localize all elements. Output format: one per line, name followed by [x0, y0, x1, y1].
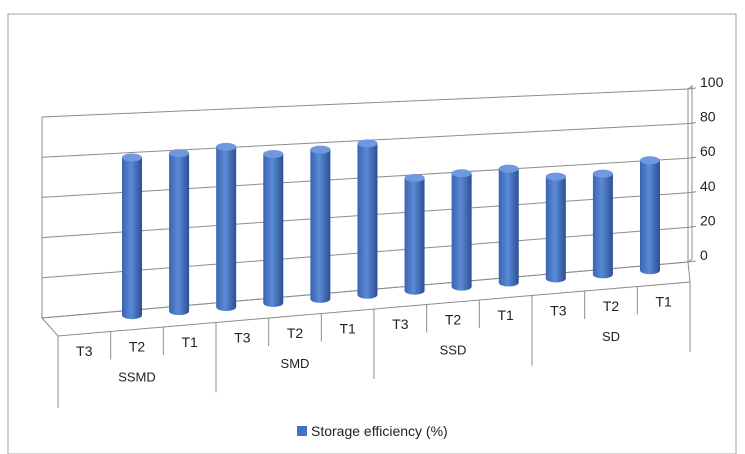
- bar-top: [169, 149, 190, 158]
- y-tick-label: 80: [700, 109, 716, 125]
- bar-t3-ssmd: [122, 153, 142, 320]
- category-label: T1: [655, 293, 672, 309]
- y-tick-label: 40: [700, 178, 716, 194]
- bar-top: [451, 169, 472, 178]
- y-tick-mark: [687, 156, 697, 159]
- y-tick-mark: [687, 87, 697, 90]
- group-label: SSD: [440, 342, 467, 357]
- bar-t1-ssd: [498, 164, 519, 287]
- category-label: T2: [287, 325, 304, 341]
- y-tick-label: 60: [700, 143, 716, 159]
- bar-t2-smd: [310, 145, 331, 303]
- bar-body: [404, 177, 425, 295]
- group-label: SMD: [281, 356, 310, 371]
- y-tick-mark: [687, 225, 697, 228]
- category-label: T3: [392, 316, 409, 332]
- legend-swatch: [297, 426, 307, 436]
- bars: [122, 139, 660, 320]
- bar-top: [592, 169, 613, 178]
- category-label: T3: [234, 329, 251, 345]
- bar-t2-ssmd: [169, 149, 190, 316]
- bar-t3-ssd: [404, 173, 425, 295]
- bar-body: [122, 157, 142, 320]
- y-tick-label: 0: [700, 247, 708, 263]
- bar-body: [310, 149, 331, 303]
- legend-label: Storage efficiency (%): [311, 423, 448, 439]
- bar-body: [545, 176, 566, 283]
- bar-top: [263, 149, 284, 158]
- bar-t1-smd: [357, 139, 378, 299]
- category-label: T3: [76, 343, 93, 359]
- category-label: T1: [339, 320, 356, 336]
- category-label: T1: [497, 307, 514, 323]
- bar-t2-sd: [592, 169, 613, 279]
- category-label: T2: [445, 311, 462, 327]
- back-wall: [41, 85, 693, 318]
- bar-t2-ssd: [451, 169, 472, 291]
- y-tick-label: 20: [700, 212, 716, 228]
- legend: Storage efficiency (%): [297, 423, 448, 439]
- y-tick-mark: [687, 122, 697, 125]
- bar-body: [640, 160, 660, 275]
- bar-t3-sd: [545, 172, 566, 283]
- bar-top: [640, 156, 660, 165]
- bar-t3-smd: [263, 149, 284, 307]
- bar-top: [498, 164, 519, 173]
- bar-top: [545, 172, 566, 181]
- bar-body: [263, 153, 284, 307]
- bar-body: [592, 173, 613, 279]
- bar-t1-sd: [640, 156, 660, 275]
- bar-body: [357, 143, 378, 299]
- bar-body: [498, 168, 519, 287]
- bar-body: [216, 146, 237, 312]
- group-label: SSMD: [118, 369, 156, 384]
- bar-top: [122, 153, 142, 162]
- y-tick-label: 100: [700, 74, 724, 90]
- category-label: T1: [181, 334, 198, 350]
- y-tick-mark: [687, 191, 697, 194]
- bar-top: [216, 142, 237, 151]
- category-label: T2: [129, 338, 146, 354]
- category-label: T3: [550, 302, 567, 318]
- category-label: T2: [603, 298, 620, 314]
- chart-area-border: [7, 13, 737, 454]
- bar-top: [310, 145, 331, 154]
- bar-t1-ssmd: [216, 142, 237, 312]
- bar-top: [357, 139, 378, 148]
- y-axis: 0 20 40 60 80 100: [687, 74, 724, 263]
- side-wall-outline: [687, 85, 693, 263]
- bar-body: [451, 173, 472, 291]
- y-tick-mark: [687, 260, 697, 263]
- x-axis: T3 T2 T1 T3 T2 T1 T3 T2 T1 T3 T2 T1 SSMD SMD SSD SD: [57, 282, 691, 408]
- bar-body: [169, 153, 190, 316]
- group-label: SD: [602, 329, 620, 344]
- bar-top: [404, 173, 425, 182]
